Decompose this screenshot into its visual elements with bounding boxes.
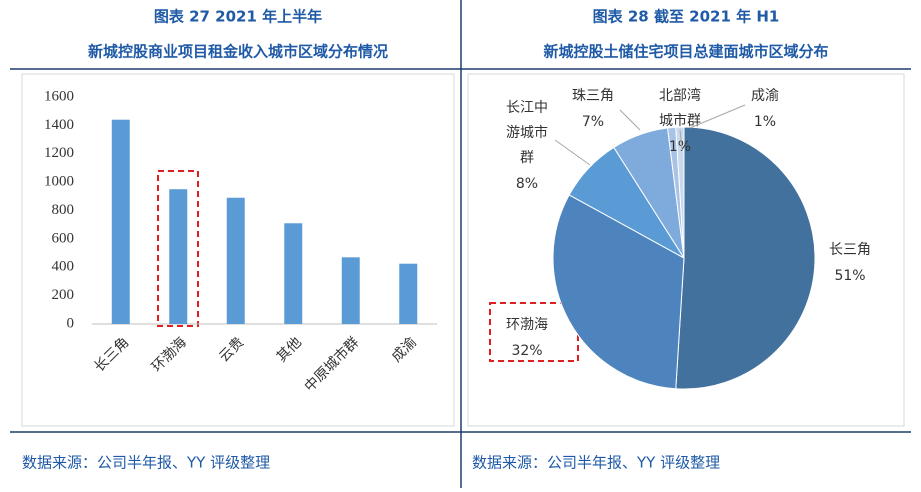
y-tick-label: 400: [52, 259, 75, 275]
y-tick-label: 1200: [44, 145, 74, 161]
pie-label: 北部湾城市群: [659, 87, 701, 129]
source: 数据来源：公司半年报、YY 评级整理: [22, 454, 270, 472]
pie-value-label: 1%: [669, 139, 691, 155]
chart-title: 图表 28 截至 2021 年 H1: [593, 8, 780, 26]
pie-value-label: 1%: [754, 114, 776, 130]
pie-value-label: 7%: [582, 114, 604, 130]
y-tick-label: 0: [67, 315, 75, 331]
plot-frame: [467, 73, 905, 427]
pie-value-label: 32%: [511, 343, 542, 359]
pie-slice: [675, 126, 816, 390]
bar: [284, 223, 303, 324]
chart-subtitle: 新城控股土储住宅项目总建面城市区域分布: [543, 43, 828, 61]
highlight-box: [489, 302, 579, 362]
pie-label: 长三角: [829, 242, 871, 258]
x-tick-label: 环渤海: [149, 334, 190, 375]
chart-title: 图表 27 2021 年上半年: [154, 8, 322, 26]
bar: [226, 197, 245, 324]
pie-label: 成渝: [751, 88, 779, 104]
y-tick-label: 1600: [44, 88, 74, 104]
chart-subtitle: 新城控股商业项目租金收入城市区域分布情况: [88, 43, 388, 61]
leader-line: [554, 139, 591, 166]
pie-label: 珠三角: [572, 88, 614, 104]
bar: [111, 119, 130, 324]
x-tick-label: 成渝: [389, 334, 420, 365]
pie-label: 长江中游城市群: [506, 100, 548, 166]
x-tick-label: 长三角: [91, 334, 132, 375]
pie-value-label: 51%: [834, 268, 865, 284]
y-tick-label: 1400: [44, 117, 74, 133]
pie-slice: [552, 194, 685, 390]
bar: [169, 189, 188, 324]
source: 数据来源：公司半年报、YY 评级整理: [472, 454, 720, 472]
x-tick-label: 其他: [274, 334, 305, 365]
y-tick-label: 200: [52, 287, 75, 303]
plot-frame: [21, 73, 455, 427]
bar: [399, 263, 418, 324]
pie-value-label: 8%: [516, 176, 538, 192]
leader-line: [619, 109, 641, 131]
y-tick-label: 600: [52, 230, 75, 246]
x-tick-label: 云贵: [216, 334, 247, 365]
leader-line: [689, 104, 746, 129]
pie-slice: [675, 126, 685, 259]
y-tick-label: 800: [52, 202, 75, 218]
pie-label: 环渤海: [506, 317, 548, 333]
highlight-box: [157, 170, 199, 327]
leader-line: [679, 129, 683, 151]
y-tick-label: 1000: [44, 174, 74, 190]
x-tick-label: 中原城市群: [301, 334, 363, 396]
bar: [341, 257, 360, 324]
